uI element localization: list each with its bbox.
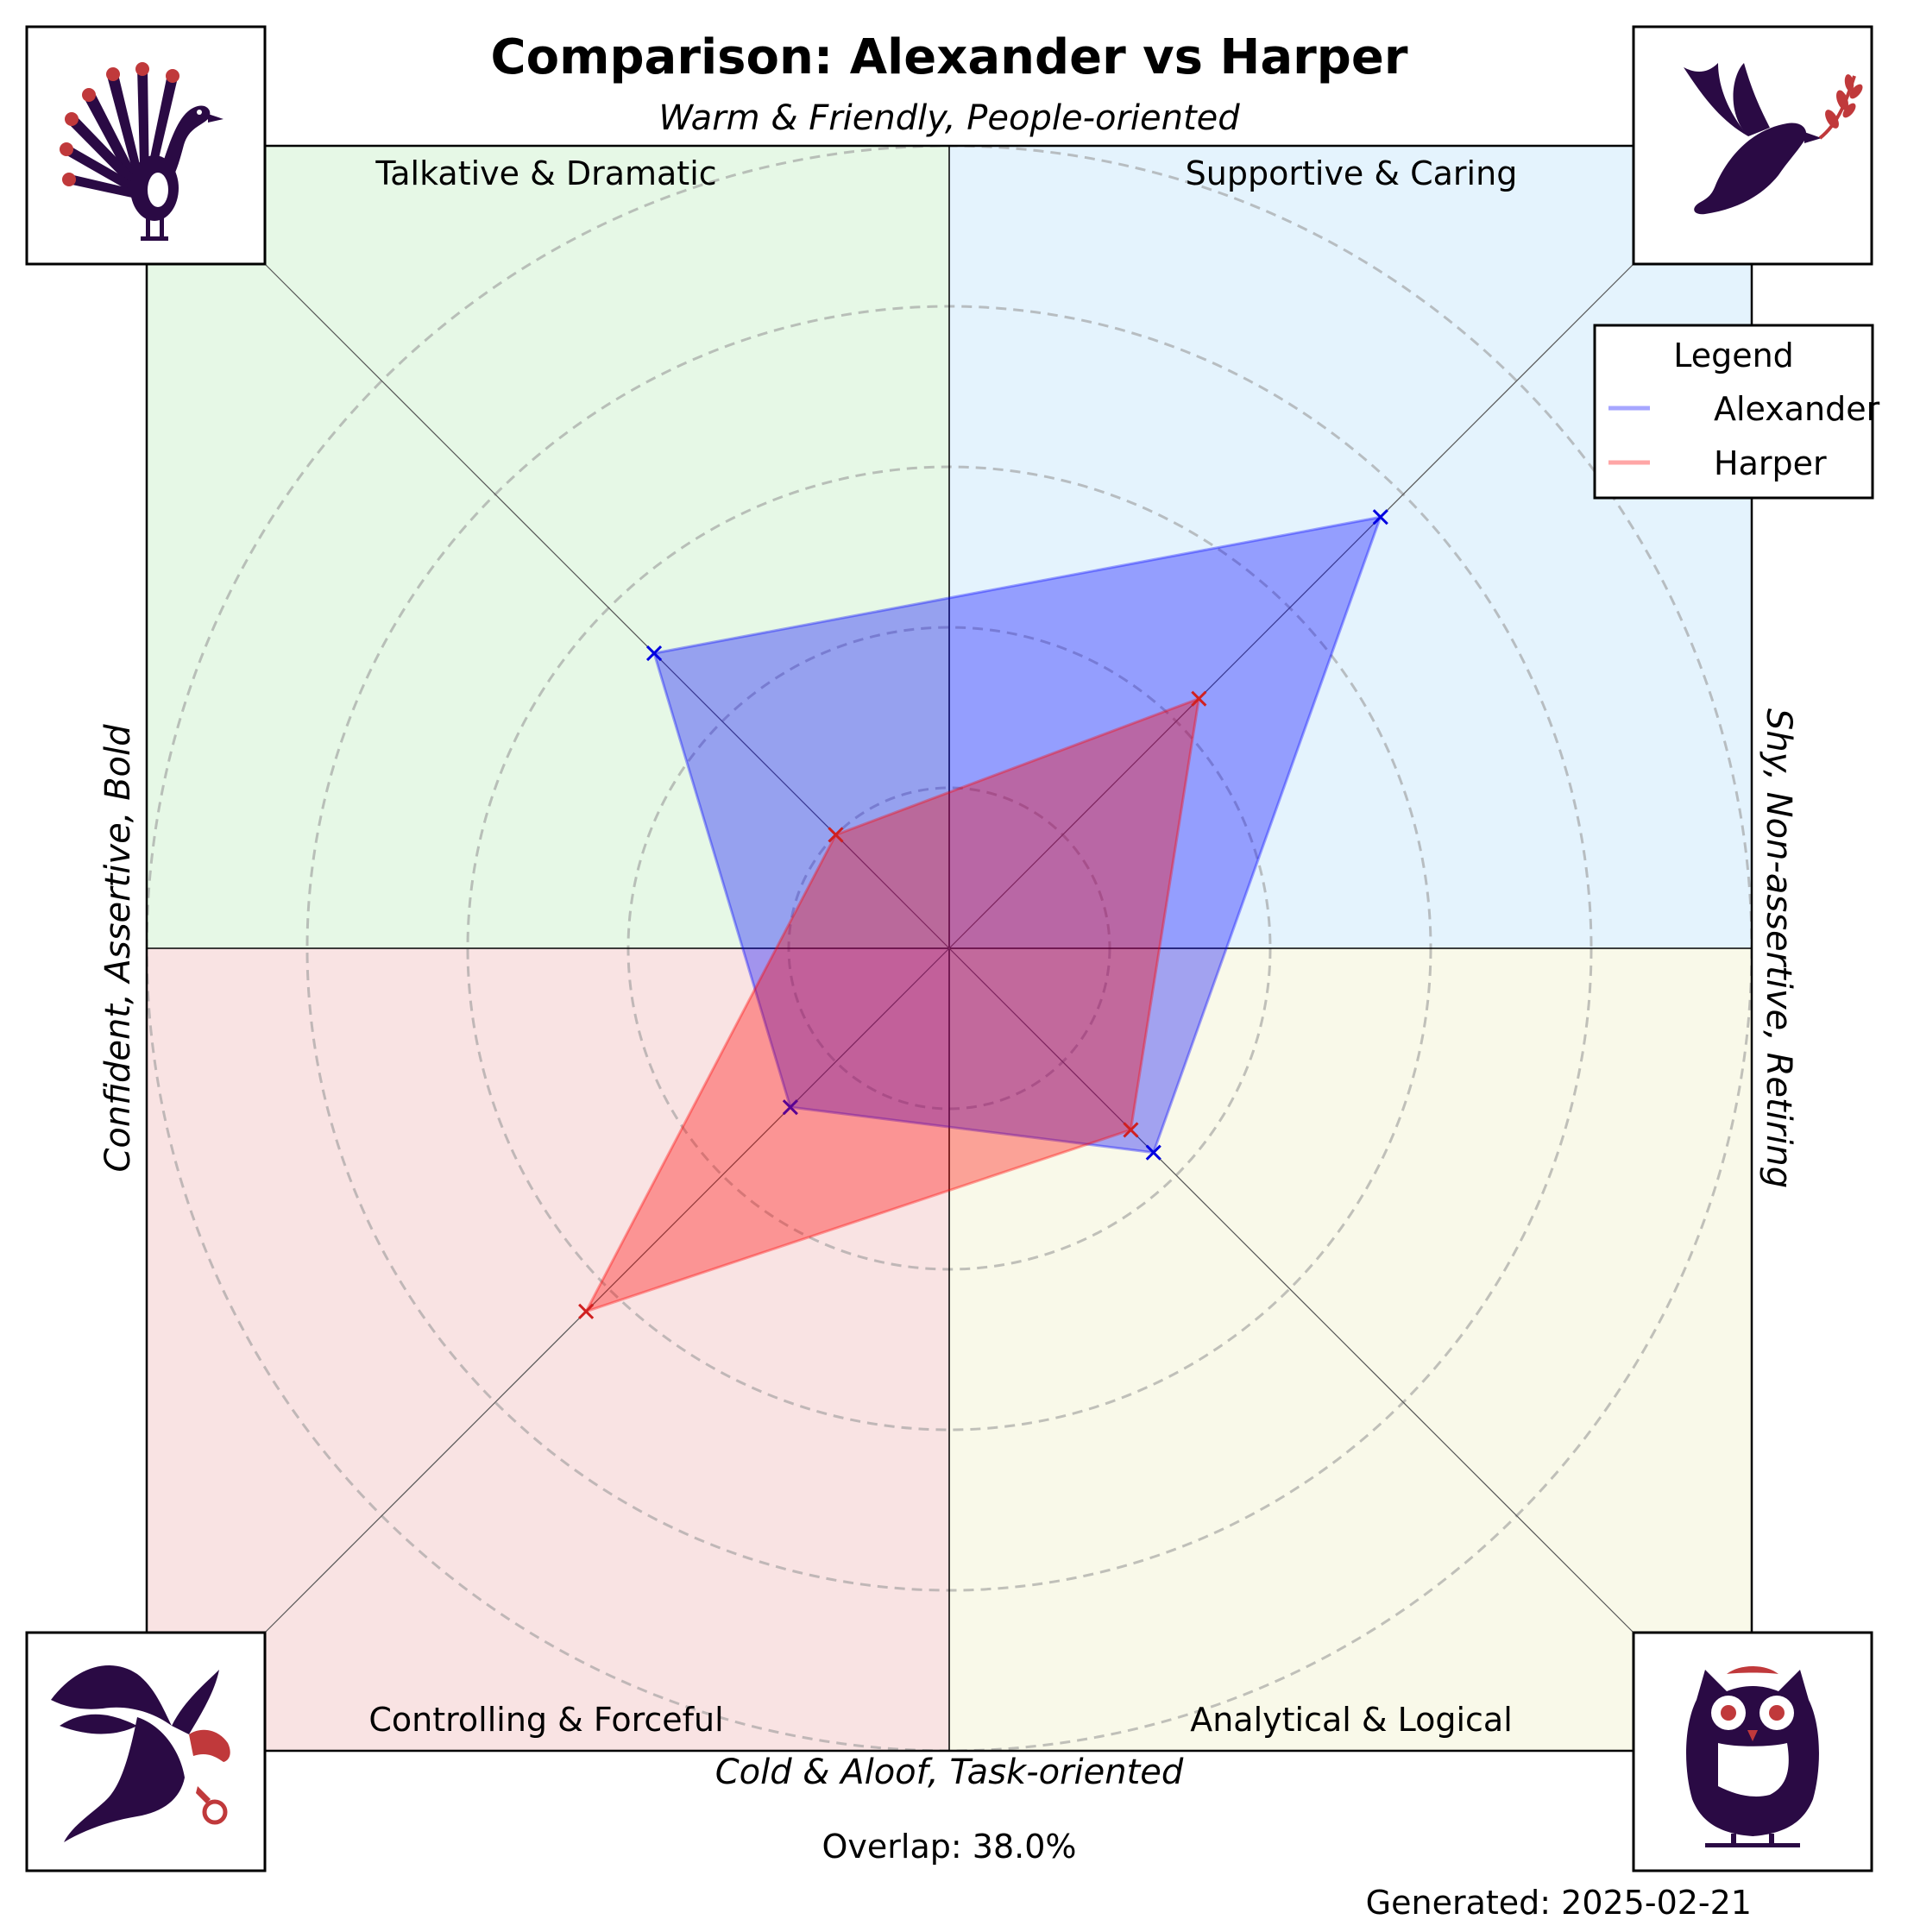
axis-label-left: Confident, Assertive, Bold (98, 724, 138, 1173)
legend-title: Legend (1673, 337, 1794, 374)
data-point-harper-3 (1123, 1122, 1139, 1138)
diagonal-spokes (264, 263, 1634, 1633)
data-point-harper-0 (1191, 690, 1207, 707)
chart-title: Comparison: Alexander vs Harper (491, 29, 1408, 85)
peacock-icon (60, 62, 223, 241)
axis-label-bottom: Cold & Aloof, Task-oriented (715, 1753, 1184, 1792)
dove-icon (1684, 63, 1863, 215)
legend-label-alexander: Alexander (1714, 390, 1880, 428)
dove-icon-box (1632, 25, 1873, 266)
owl-icon (1686, 1666, 1819, 1847)
legend: Legend Alexander Harper (1593, 324, 1880, 500)
data-point-alexander-0 (1372, 509, 1388, 525)
peacock-icon-box (25, 25, 267, 266)
data-point-alexander-1 (645, 645, 663, 662)
spoke-top-right (948, 263, 1634, 949)
legend-label-harper: Harper (1714, 444, 1827, 482)
quadrant-label-talkative: Talkative & Dramatic (375, 154, 716, 192)
quadrant-label-analytical: Analytical & Logical (1190, 1701, 1513, 1739)
quadrant-label-supportive: Supportive & Caring (1186, 154, 1518, 192)
eagle-icon (51, 1665, 230, 1842)
spoke-bottom-left (264, 947, 950, 1633)
eagle-icon-box (25, 1631, 267, 1872)
data-point-alexander-2 (782, 1099, 798, 1116)
generated-date: Generated: 2025-02-21 (1366, 1884, 1752, 1922)
quadrant-label-controlling: Controlling & Forceful (368, 1701, 723, 1739)
spoke-bottom-right (948, 947, 1634, 1633)
axis-label-top: Warm & Friendly, People-oriented (658, 98, 1240, 138)
series-layer (578, 509, 1388, 1319)
axis-label-right: Shy, Non-assertive, Retiring (1759, 708, 1798, 1188)
owl-icon-box (1632, 1631, 1873, 1872)
data-point-harper-2 (578, 1303, 595, 1319)
data-point-alexander-3 (1145, 1144, 1161, 1161)
data-point-harper-1 (828, 827, 844, 843)
legend-box (1593, 324, 1874, 500)
overlap-text: Overlap: 38.0% (822, 1828, 1077, 1866)
plot-border (145, 144, 1753, 1753)
